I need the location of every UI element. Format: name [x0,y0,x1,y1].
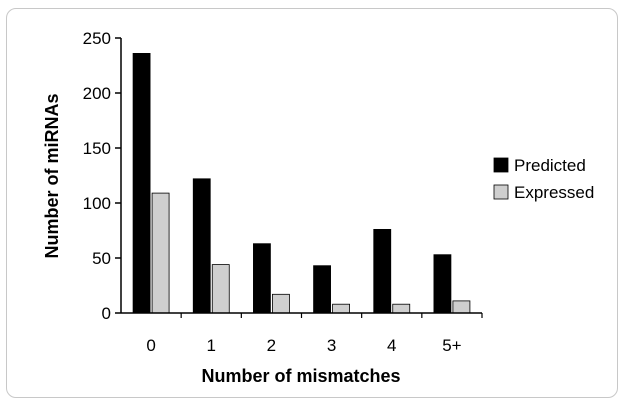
bar-predicted-3 [313,265,331,314]
y-axis-title: Number of miRNAs [42,93,62,258]
bar-expressed-3 [332,303,350,314]
y-tick-label: 150 [83,139,111,158]
x-tick-label: 0 [146,336,155,355]
y-tick-label: 0 [102,304,111,323]
legend-swatch-expressed [493,184,509,200]
y-tick-label: 250 [83,29,111,48]
bar-predicted-2 [253,243,271,314]
x-tick-label: 3 [327,336,336,355]
y-tick-label: 50 [92,249,111,268]
bar-expressed-2 [272,293,290,314]
x-axis-title: Number of mismatches [201,366,400,386]
x-tick-label: 4 [387,336,396,355]
bar-expressed-5 [452,300,471,314]
legend-swatch-predicted [493,157,509,173]
y-axis: 0 50 100 150 200 250 [83,29,122,323]
chart-frame [6,8,618,398]
x-tick-label: 2 [267,336,276,355]
legend-label-expressed: Expressed [514,183,594,202]
x-tick-label: 1 [207,336,216,355]
legend: Predicted Expressed [493,156,594,202]
bar-expressed-4 [392,303,411,314]
legend-label-predicted: Predicted [514,156,586,175]
bar-expressed-0 [151,192,170,314]
plot-area [132,53,471,314]
bar-predicted-4 [373,228,392,314]
bar-predicted-1 [192,178,211,314]
bar-predicted-5 [433,254,452,314]
bar-expressed-1 [211,264,230,314]
y-tick-label: 100 [83,194,111,213]
bar-predicted-0 [132,53,151,314]
x-tick-label: 5+ [442,336,461,355]
y-tick-label: 200 [83,84,111,103]
x-axis: 0 1 2 3 4 5+ [121,312,483,355]
bar-chart: 0 50 100 150 200 250 0 1 2 3 4 5+ Number of miRNAs… [42,29,594,386]
